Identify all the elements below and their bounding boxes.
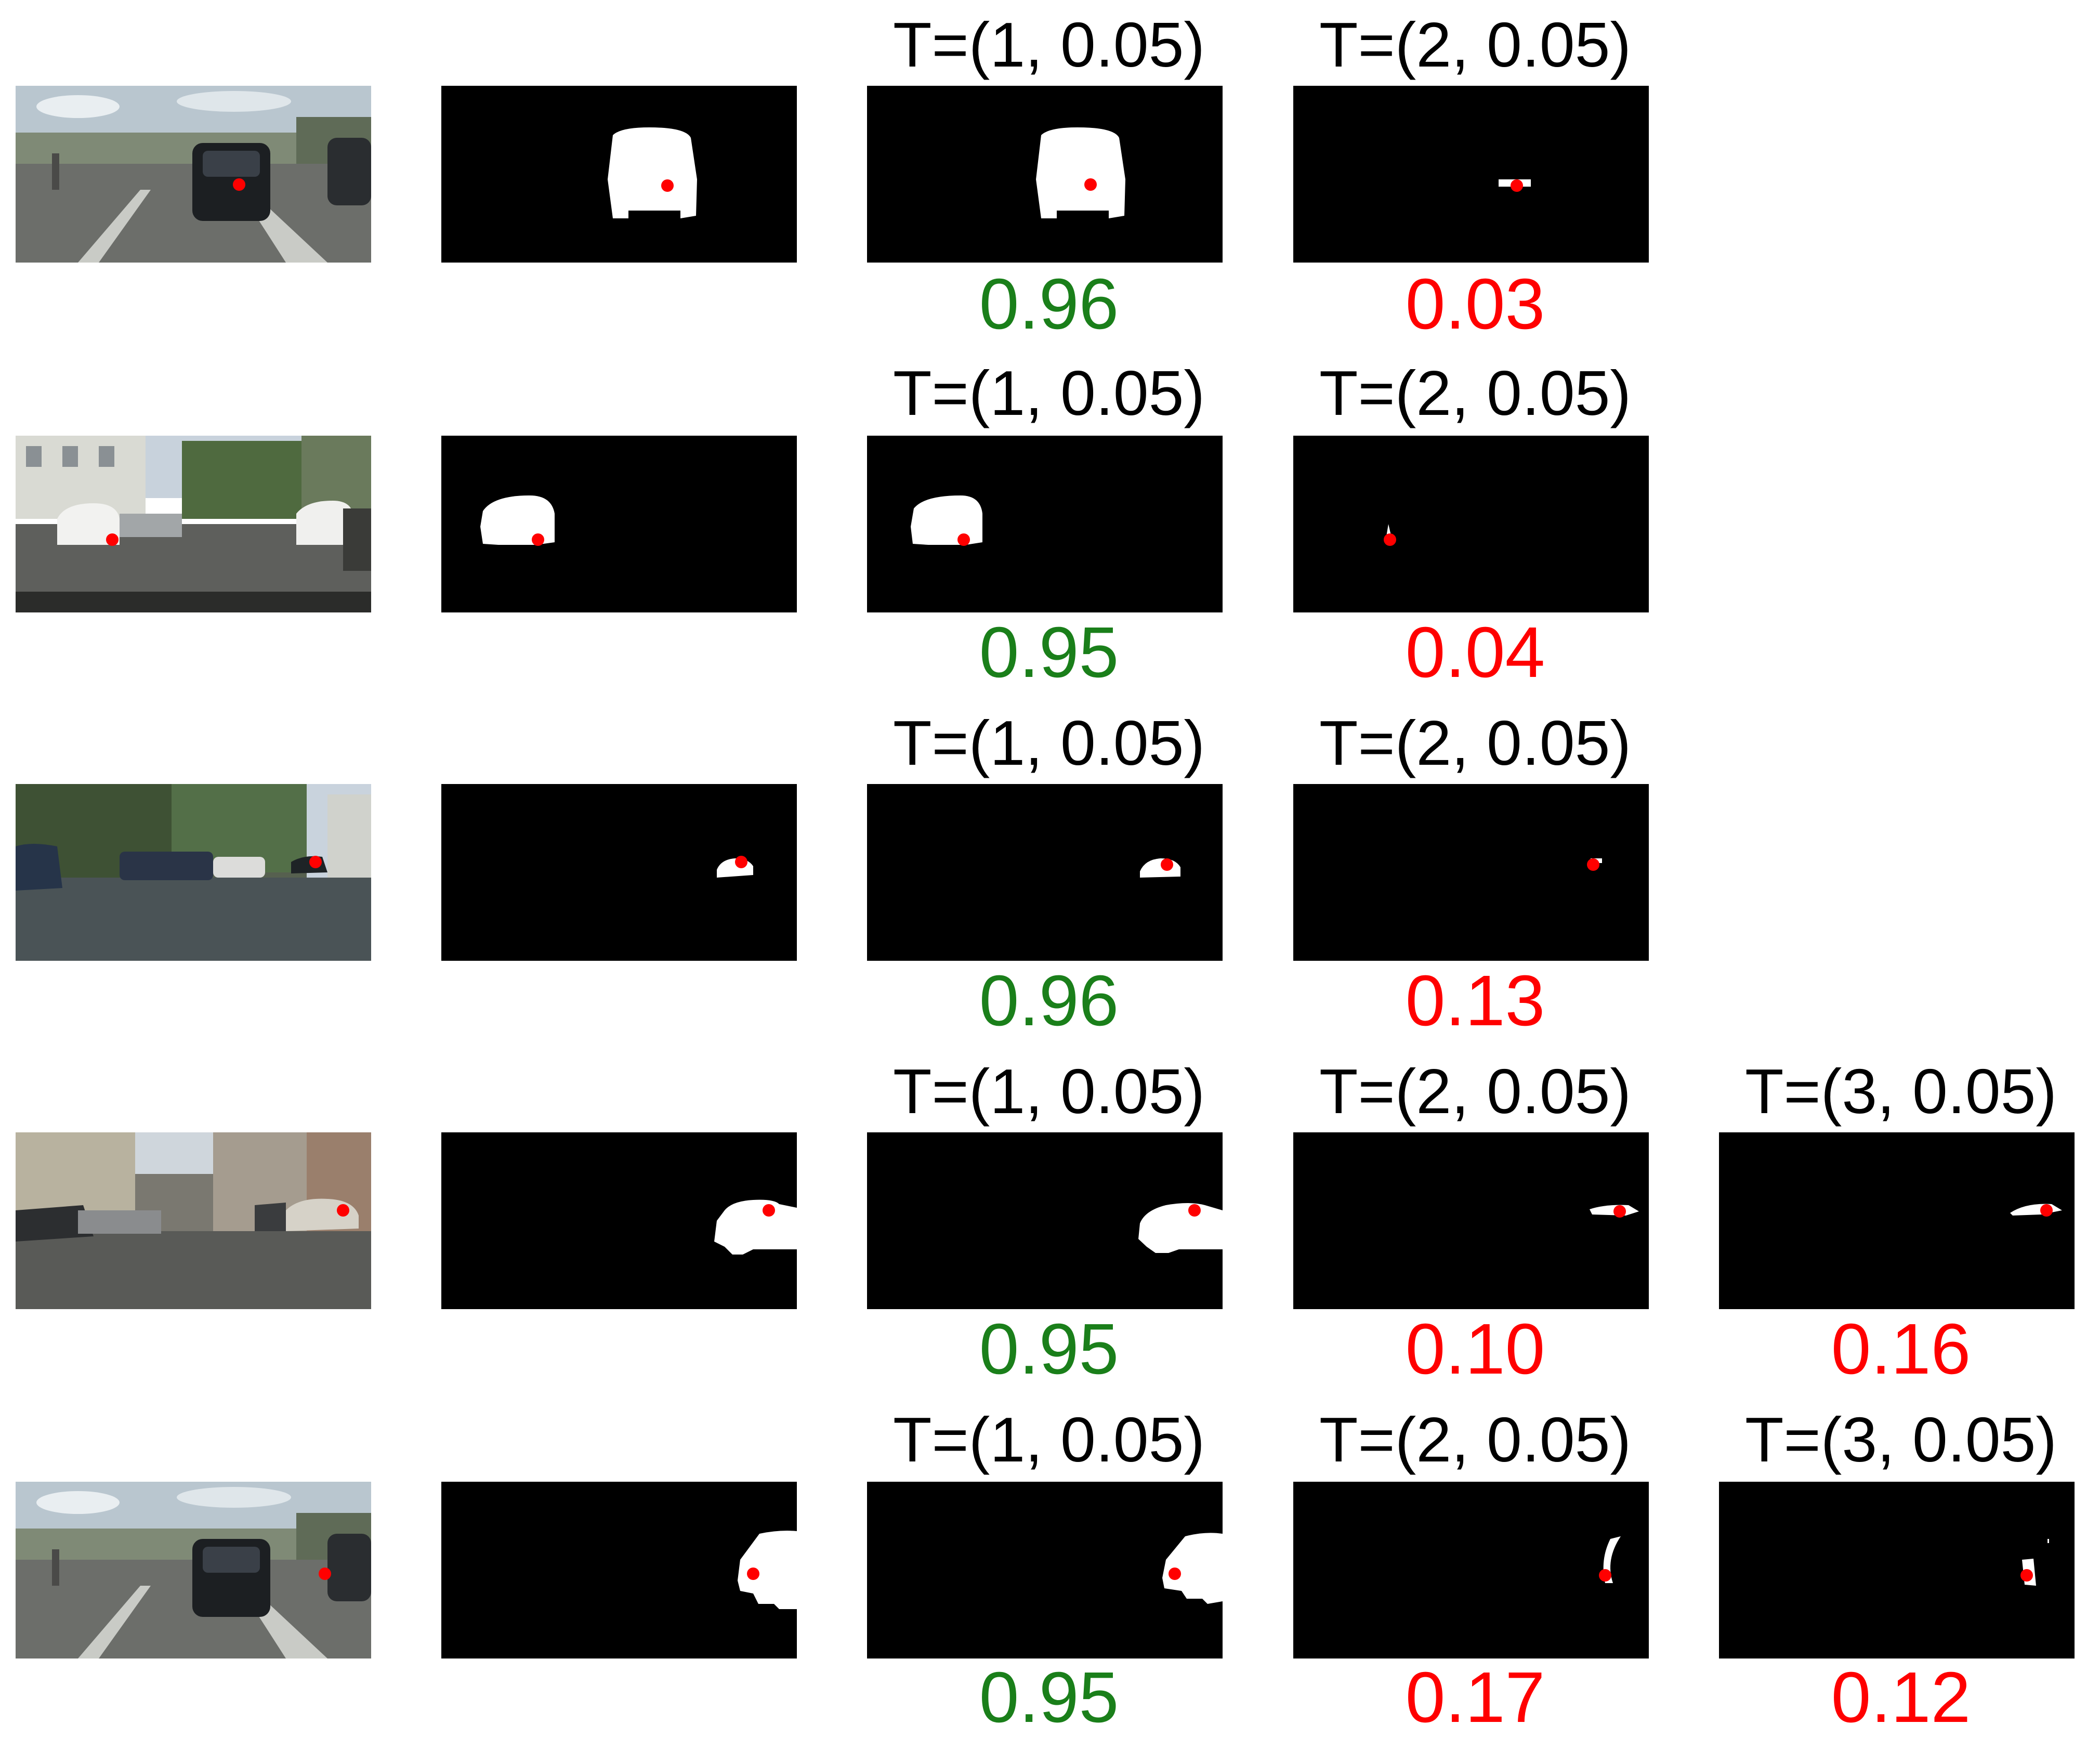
predicted-mask-row-4-iter-1 <box>867 1132 1223 1309</box>
click-point <box>747 1568 759 1580</box>
input-photo-row-5 <box>16 1482 371 1658</box>
input-photo-row-2 <box>16 436 371 612</box>
iteration-label: T=(3, 0.05) <box>1744 1404 2057 1475</box>
click-point <box>661 179 674 192</box>
iteration-label: T=(1, 0.05) <box>892 1056 1205 1127</box>
iou-score: 0.04 <box>1405 612 1545 693</box>
iou-score: 0.12 <box>1831 1657 1971 1738</box>
predicted-mask-row-5-iter-1 <box>867 1482 1223 1658</box>
click-point <box>233 178 245 191</box>
ground-truth-mask-row-3 <box>441 784 797 961</box>
click-point <box>1511 179 1523 192</box>
predicted-mask-row-3-iter-1 <box>867 784 1223 961</box>
iou-score: 0.03 <box>1405 264 1545 344</box>
click-point <box>1613 1205 1626 1218</box>
click-point <box>2040 1204 2053 1217</box>
iteration-label: T=(1, 0.05) <box>892 358 1205 428</box>
click-point <box>106 533 119 546</box>
iou-score: 0.16 <box>1831 1309 1971 1389</box>
click-point <box>957 533 970 546</box>
iou-score: 0.95 <box>979 1309 1119 1389</box>
click-point <box>763 1204 775 1217</box>
click-point <box>319 1568 331 1580</box>
iteration-label: T=(2, 0.05) <box>1319 1056 1632 1127</box>
iteration-label: T=(1, 0.05) <box>892 708 1205 778</box>
click-point <box>1084 178 1097 191</box>
predicted-mask-row-4-iter-2 <box>1293 1132 1649 1309</box>
ground-truth-mask-row-4 <box>441 1132 797 1309</box>
predicted-mask-row-4-iter-3 <box>1719 1132 2075 1309</box>
iteration-label: T=(2, 0.05) <box>1319 708 1632 778</box>
click-point <box>309 856 322 868</box>
iou-score: 0.95 <box>979 612 1119 693</box>
iou-score: 0.13 <box>1405 961 1545 1041</box>
click-point <box>532 533 544 546</box>
iou-score: 0.96 <box>979 961 1119 1041</box>
iou-score: 0.96 <box>979 264 1119 344</box>
iteration-label: T=(1, 0.05) <box>892 9 1205 80</box>
predicted-mask-row-5-iter-2 <box>1293 1482 1649 1658</box>
iteration-label: T=(2, 0.05) <box>1319 9 1632 80</box>
click-point <box>2020 1569 2033 1582</box>
click-point <box>1599 1569 1611 1582</box>
iou-score: 0.10 <box>1405 1309 1545 1389</box>
predicted-mask-row-2-iter-1 <box>867 436 1223 612</box>
iteration-label: T=(2, 0.05) <box>1319 1404 1632 1475</box>
input-photo-row-3 <box>16 784 371 961</box>
predicted-mask-row-1-iter-1 <box>867 86 1223 263</box>
click-point <box>1169 1568 1181 1580</box>
ground-truth-mask-row-2 <box>441 436 797 612</box>
predicted-mask-row-3-iter-2 <box>1293 784 1649 961</box>
iteration-label: T=(3, 0.05) <box>1744 1056 2057 1127</box>
input-photo-row-1 <box>16 86 371 263</box>
click-point <box>1188 1204 1201 1217</box>
iteration-label: T=(1, 0.05) <box>892 1404 1205 1475</box>
ground-truth-mask-row-1 <box>441 86 797 263</box>
click-point <box>735 856 747 868</box>
predicted-mask-row-2-iter-2 <box>1293 436 1649 612</box>
iou-score: 0.17 <box>1405 1657 1545 1738</box>
iou-score: 0.95 <box>979 1657 1119 1738</box>
predicted-mask-row-1-iter-2 <box>1293 86 1649 263</box>
click-point <box>1161 858 1173 871</box>
click-point <box>1384 533 1396 546</box>
iteration-label: T=(2, 0.05) <box>1319 358 1632 428</box>
ground-truth-mask-row-5 <box>441 1482 797 1658</box>
click-point <box>1587 858 1599 871</box>
click-point <box>337 1204 349 1217</box>
predicted-mask-row-5-iter-3 <box>1719 1482 2075 1658</box>
input-photo-row-4 <box>16 1132 371 1309</box>
